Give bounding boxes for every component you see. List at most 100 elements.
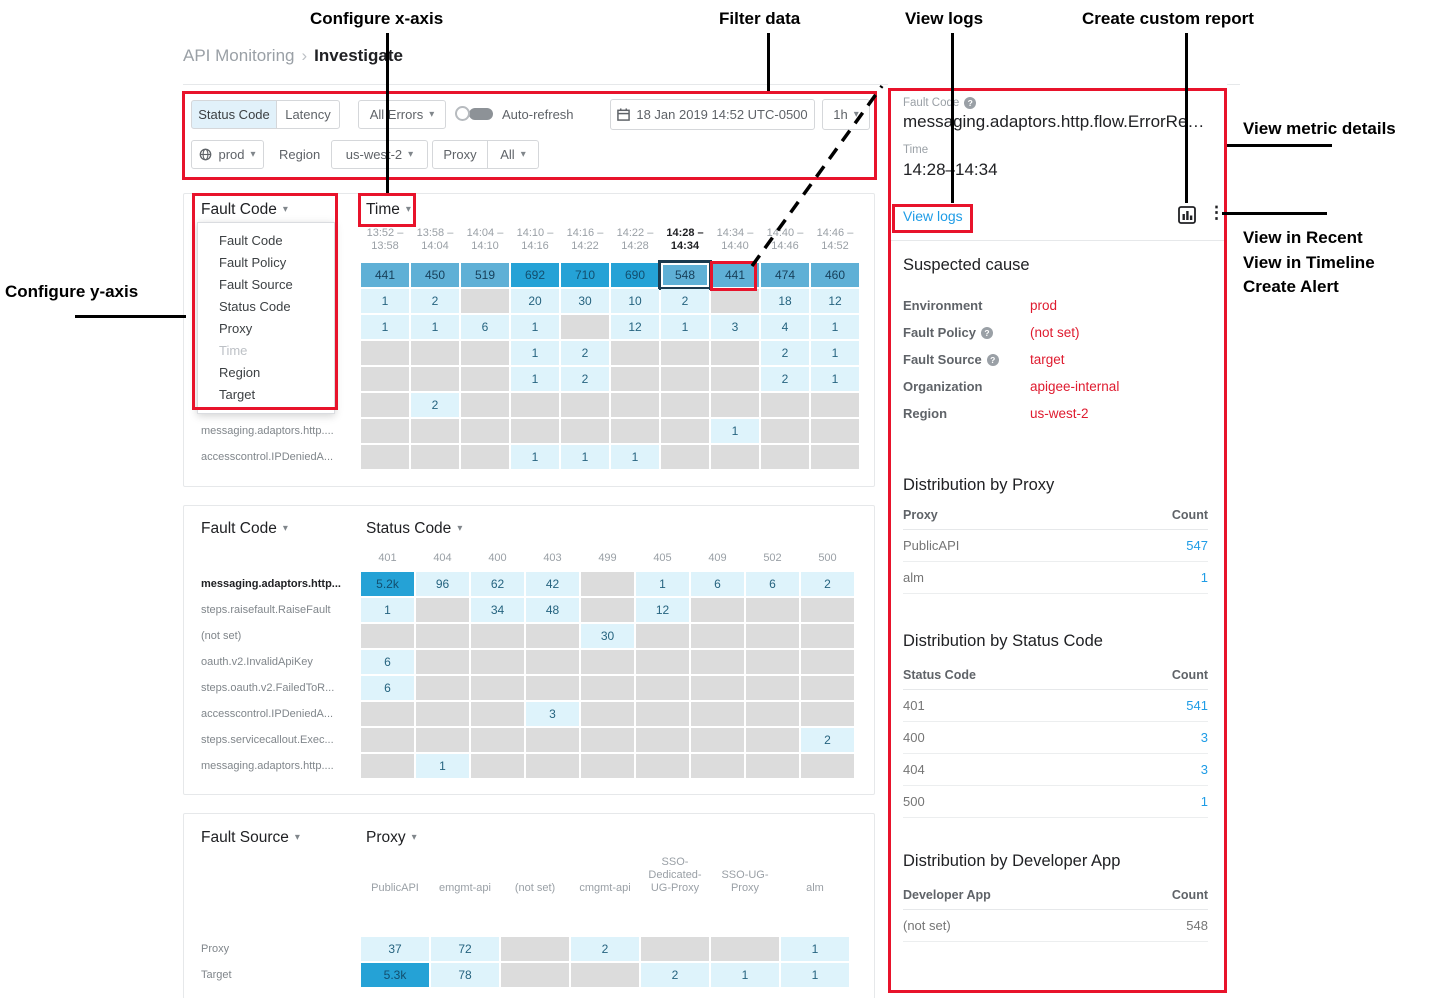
heatmap-cell[interactable]	[416, 702, 469, 726]
heatmap-cell[interactable]	[571, 963, 639, 987]
heatmap-cell[interactable]	[661, 445, 709, 469]
heatmap-cell[interactable]	[361, 393, 409, 417]
heatmap-cell[interactable]	[511, 419, 559, 443]
heatmap-cell[interactable]	[746, 676, 799, 700]
heatmap-cell[interactable]	[801, 650, 854, 674]
axis-menu-item[interactable]: Fault Code	[219, 233, 283, 248]
help-icon[interactable]: ?	[964, 97, 977, 109]
heatmap-cell[interactable]: 30	[581, 624, 634, 648]
heatmap-cell[interactable]	[501, 963, 569, 987]
heatmap-cell[interactable]: 5.3k	[361, 963, 429, 987]
heatmap-cell[interactable]: 10	[611, 289, 659, 313]
heatmap-cell[interactable]	[761, 445, 809, 469]
heatmap-cell[interactable]	[361, 702, 414, 726]
heatmap-cell[interactable]: 1	[711, 963, 779, 987]
heatmap-cell[interactable]	[416, 676, 469, 700]
heatmap-cell[interactable]	[581, 676, 634, 700]
heatmap-cell[interactable]: 1	[511, 367, 559, 391]
heatmap-cell[interactable]: 6	[361, 676, 414, 700]
heatmap-cell[interactable]	[636, 624, 689, 648]
heatmap-cell[interactable]	[361, 445, 409, 469]
x-axis-selector[interactable]: Status Code ▾	[366, 520, 462, 538]
heatmap-cell[interactable]	[581, 572, 634, 596]
axis-menu-item[interactable]: Region	[219, 365, 261, 380]
heatmap-cell[interactable]: 42	[526, 572, 579, 596]
heatmap-cell[interactable]	[611, 393, 659, 417]
heatmap-cell[interactable]: 2	[561, 341, 609, 365]
heatmap-cell[interactable]: 690	[611, 263, 659, 287]
heatmap-cell[interactable]: 2	[801, 728, 854, 752]
heatmap-cell[interactable]: 5.2k	[361, 572, 414, 596]
count-link[interactable]: 547	[1186, 538, 1208, 553]
heatmap-cell[interactable]: 3	[526, 702, 579, 726]
heatmap-cell[interactable]	[581, 728, 634, 752]
heatmap-cell[interactable]: 2	[411, 393, 459, 417]
heatmap-cell[interactable]: 62	[471, 572, 524, 596]
heatmap-cell[interactable]: 519	[461, 263, 509, 287]
heatmap-cell[interactable]: 1	[361, 598, 414, 622]
count-link[interactable]: 3	[1200, 730, 1208, 745]
heatmap-cell[interactable]	[361, 341, 409, 365]
heatmap-cell[interactable]	[801, 676, 854, 700]
heatmap-cell[interactable]	[526, 624, 579, 648]
heatmap-cell[interactable]: 4	[761, 315, 809, 339]
heatmap-cell[interactable]: 1	[781, 937, 849, 961]
heatmap-cell[interactable]: 72	[431, 937, 499, 961]
heatmap-cell[interactable]	[691, 624, 744, 648]
heatmap-cell[interactable]	[416, 624, 469, 648]
heatmap-cell[interactable]: 1	[361, 315, 409, 339]
heatmap-cell[interactable]: 1	[661, 315, 709, 339]
heatmap-cell[interactable]	[581, 754, 634, 778]
heatmap-cell[interactable]	[581, 702, 634, 726]
y-axis-selector[interactable]: Fault Code ▾	[201, 201, 288, 219]
heatmap-cell[interactable]	[636, 728, 689, 752]
heatmap-cell[interactable]	[471, 754, 524, 778]
heatmap-cell[interactable]	[746, 598, 799, 622]
heatmap-cell[interactable]: 1	[811, 341, 859, 365]
heatmap-cell[interactable]: 34	[471, 598, 524, 622]
heatmap-cell[interactable]	[691, 598, 744, 622]
heatmap-cell[interactable]	[691, 650, 744, 674]
heatmap-cell[interactable]: 1	[561, 445, 609, 469]
heatmap-cell[interactable]: 692	[511, 263, 559, 287]
heatmap-cell[interactable]	[661, 419, 709, 443]
heatmap-cell[interactable]	[461, 393, 509, 417]
heatmap-cell[interactable]	[526, 728, 579, 752]
heatmap-cell[interactable]	[511, 393, 559, 417]
error-filter-dropdown[interactable]: All Errors ▾	[358, 100, 446, 129]
count-link[interactable]: 1	[1200, 570, 1208, 585]
heatmap-cell[interactable]	[711, 937, 779, 961]
heatmap-cell[interactable]	[746, 650, 799, 674]
heatmap-cell[interactable]: 30	[561, 289, 609, 313]
heatmap-cell[interactable]	[801, 702, 854, 726]
heatmap-cell[interactable]	[711, 393, 759, 417]
heatmap-cell[interactable]	[361, 754, 414, 778]
heatmap-cell[interactable]: 6	[691, 572, 744, 596]
heatmap-cell[interactable]	[416, 650, 469, 674]
heatmap-cell[interactable]: 548	[658, 260, 712, 290]
heatmap-cell[interactable]: 2	[641, 963, 709, 987]
heatmap-cell[interactable]	[761, 419, 809, 443]
y-axis-selector[interactable]: Fault Code ▾	[201, 520, 288, 538]
heatmap-cell[interactable]	[411, 367, 459, 391]
help-icon[interactable]: ?	[980, 326, 993, 339]
heatmap-cell[interactable]	[471, 676, 524, 700]
heatmap-cell[interactable]: 78	[431, 963, 499, 987]
heatmap-cell[interactable]	[611, 419, 659, 443]
heatmap-cell[interactable]	[526, 650, 579, 674]
heatmap-cell[interactable]	[661, 341, 709, 365]
help-icon[interactable]: ?	[986, 353, 999, 366]
heatmap-cell[interactable]	[801, 754, 854, 778]
auto-refresh-toggle[interactable]	[455, 106, 495, 122]
heatmap-cell[interactable]	[361, 367, 409, 391]
heatmap-cell[interactable]	[471, 650, 524, 674]
heatmap-cell[interactable]	[461, 419, 509, 443]
heatmap-cell[interactable]	[801, 624, 854, 648]
heatmap-cell[interactable]: 12	[636, 598, 689, 622]
heatmap-cell[interactable]	[561, 419, 609, 443]
heatmap-cell[interactable]	[691, 676, 744, 700]
heatmap-cell[interactable]	[661, 367, 709, 391]
count-link[interactable]: 1	[1200, 794, 1208, 809]
heatmap-cell[interactable]	[711, 289, 759, 313]
heatmap-cell[interactable]: 1	[511, 315, 559, 339]
